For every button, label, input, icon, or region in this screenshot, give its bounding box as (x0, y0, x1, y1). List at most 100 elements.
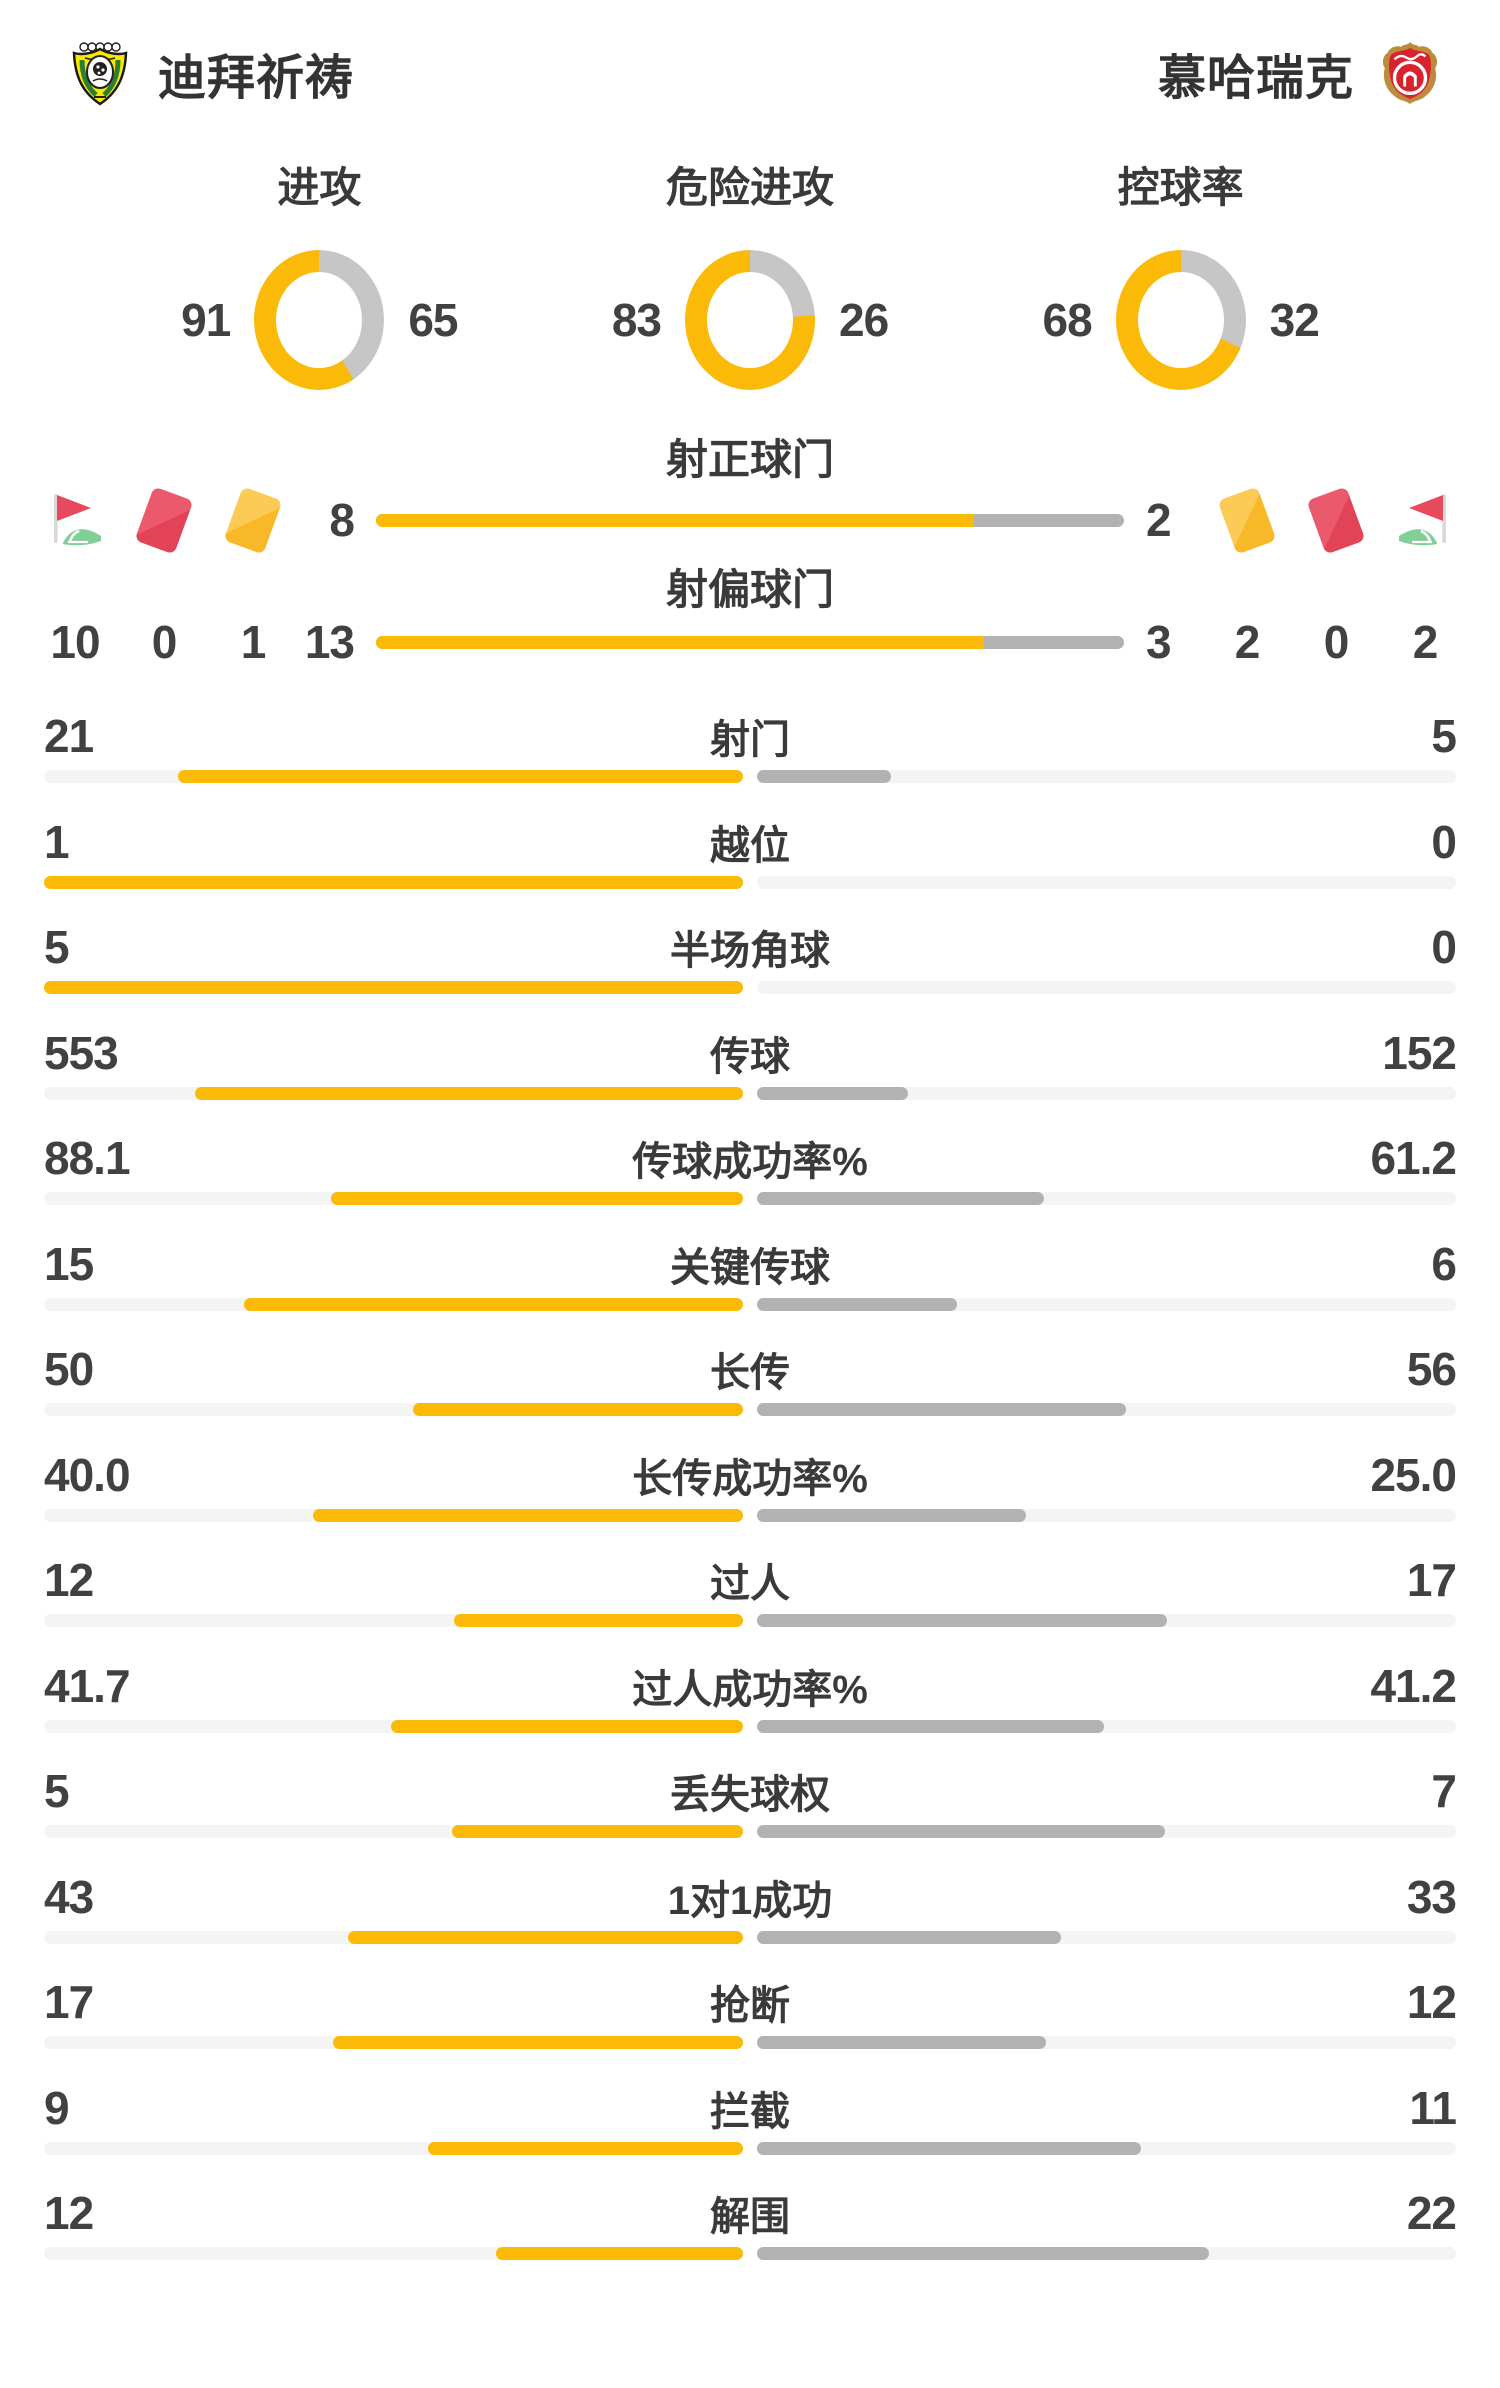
away-bar-fill (757, 1930, 1061, 1944)
home-red-cards-value: 0 (151, 616, 178, 668)
away-shots-on-target: 2 (1146, 494, 1172, 546)
stat-label: 半场角球 (670, 929, 830, 973)
away-bar-track (757, 2036, 1456, 2049)
home-corners-value: 10 (50, 616, 100, 668)
away-bar-track (757, 770, 1456, 783)
stat-row-header: 43 1对1成功 33 (44, 1871, 1457, 1923)
stat-bar (44, 1403, 1456, 1416)
home-bar-fill (330, 1192, 743, 1205)
home-bar-track (44, 1508, 743, 1522)
stats-section: 21 射门 5 1 越位 0 5 半场角球 0 553 传 (0, 688, 1500, 2271)
stat-label: 关键传球 (670, 1245, 830, 1290)
away-stat-value: 41.2 (1370, 1659, 1457, 1712)
home-donut-value: 91 (181, 294, 231, 346)
stat-row: 41.7 过人成功率% 41.2 (0, 1638, 1500, 1744)
home-bar-track (44, 1930, 743, 1944)
home-team: 迪拜祈祷 (68, 38, 354, 108)
shots-on-target-row: 8 2 (0, 486, 1500, 554)
stat-row: 17 抢断 12 (0, 1954, 1500, 2060)
yellow-card-icon (222, 486, 284, 554)
home-bar-track (44, 1403, 743, 1416)
away-bar-fill (757, 1086, 908, 1100)
corner-flag-icon (44, 489, 106, 551)
away-bar-fill (757, 1192, 1044, 1205)
home-stat-value: 12 (44, 2187, 94, 2239)
stat-label: 拦截 (710, 2089, 790, 2134)
away-stat-value: 7 (1431, 1765, 1457, 1817)
donut-hole (276, 272, 363, 368)
away-bar-fill (757, 1508, 1026, 1522)
stat-bar (44, 875, 1456, 889)
stat-row: 1 越位 0 (0, 794, 1500, 900)
stat-label: 传球成功率% (632, 1140, 868, 1184)
home-bar-fill (347, 1930, 743, 1944)
donut-chart (1115, 250, 1246, 390)
shots-on-target-label: 射正球门 (665, 436, 834, 483)
stat-label: 射门 (710, 718, 790, 762)
away-bar-fill (757, 1825, 1165, 1838)
home-donut-value: 83 (611, 294, 662, 346)
donut-block: 危险进攻 83 26 (535, 164, 966, 390)
stat-row-header: 21 射门 5 (44, 710, 1457, 762)
away-bar-track (757, 1825, 1456, 1838)
stat-row-header: 5 丢失球权 7 (44, 1765, 1457, 1817)
stat-bar (44, 2247, 1456, 2260)
home-bar-fill (44, 981, 743, 994)
stat-row-header: 41.7 过人成功率% 41.2 (44, 1659, 1457, 1712)
away-red-cards-value: 0 (1323, 616, 1350, 668)
away-bar-track (757, 981, 1456, 994)
away-stat-value: 17 (1406, 1554, 1457, 1606)
stat-row: 5 半场角球 0 (0, 899, 1500, 1005)
home-stat-value: 21 (44, 710, 94, 762)
donut-section: 进攻 91 65 危险进攻 83 26 控球率 68 32 (0, 164, 1500, 390)
home-bar-track (44, 1825, 743, 1838)
stat-bar (44, 1614, 1456, 1627)
match-header: 迪拜祈祷 慕哈瑞克 (68, 38, 1440, 108)
away-stat-value: 22 (1406, 2187, 1457, 2239)
stat-row-header: 12 过人 17 (44, 1554, 1457, 1606)
stat-bar (44, 1508, 1456, 1522)
stat-label: 过人 (710, 1562, 790, 1606)
home-shots-off-target: 13 (304, 616, 355, 668)
away-stat-value: 0 (1431, 921, 1457, 973)
home-discipline-icons (44, 486, 284, 554)
home-bar-fill (413, 1403, 743, 1416)
home-stat-value: 17 (44, 1976, 94, 2028)
away-stat-value: 6 (1431, 1237, 1457, 1290)
stat-bar (44, 1825, 1456, 1838)
home-bar-track (44, 1192, 743, 1205)
stat-row: 43 1对1成功 33 (0, 1849, 1500, 1955)
home-stat-value: 1 (44, 815, 70, 868)
home-bar-fill (178, 770, 743, 783)
away-donut-value: 65 (408, 294, 458, 346)
shots-off-target-label: 射偏球门 (665, 566, 834, 613)
home-stat-value: 15 (44, 1237, 94, 1290)
shots-on-target-bar (376, 513, 1124, 527)
home-bar-track (44, 2247, 743, 2260)
home-bar-segment (376, 513, 975, 527)
home-stat-value: 9 (44, 2081, 70, 2134)
shots-off-target-bar (376, 635, 1124, 649)
donut-chart (254, 250, 385, 390)
away-stat-value: 61.2 (1370, 1132, 1457, 1184)
home-donut-value: 68 (1042, 294, 1092, 346)
away-bar-fill (757, 770, 892, 783)
away-shots-off-target: 3 (1146, 616, 1172, 668)
home-bar-track (44, 1614, 743, 1627)
home-bar-track (44, 1297, 743, 1311)
home-bar-segment (376, 635, 984, 649)
away-discipline-values: 2 0 2 (1216, 615, 1456, 669)
red-card-icon (1305, 486, 1367, 554)
home-stat-value: 553 (44, 1026, 119, 1079)
stat-row: 5 丢失球权 7 (0, 1743, 1500, 1849)
away-bar-fill (757, 1297, 957, 1311)
stat-label: 过人成功率% (632, 1667, 868, 1712)
stat-bar (44, 2036, 1456, 2049)
home-discipline-values: 10 0 1 (44, 615, 284, 669)
away-team-logo (1382, 42, 1438, 104)
stat-bar (44, 1297, 1456, 1311)
stat-label: 长传成功率% (632, 1456, 868, 1501)
stat-label: 1对1成功 (667, 1878, 833, 1923)
home-yellow-cards-value: 1 (240, 616, 267, 668)
stat-bar (44, 981, 1456, 994)
